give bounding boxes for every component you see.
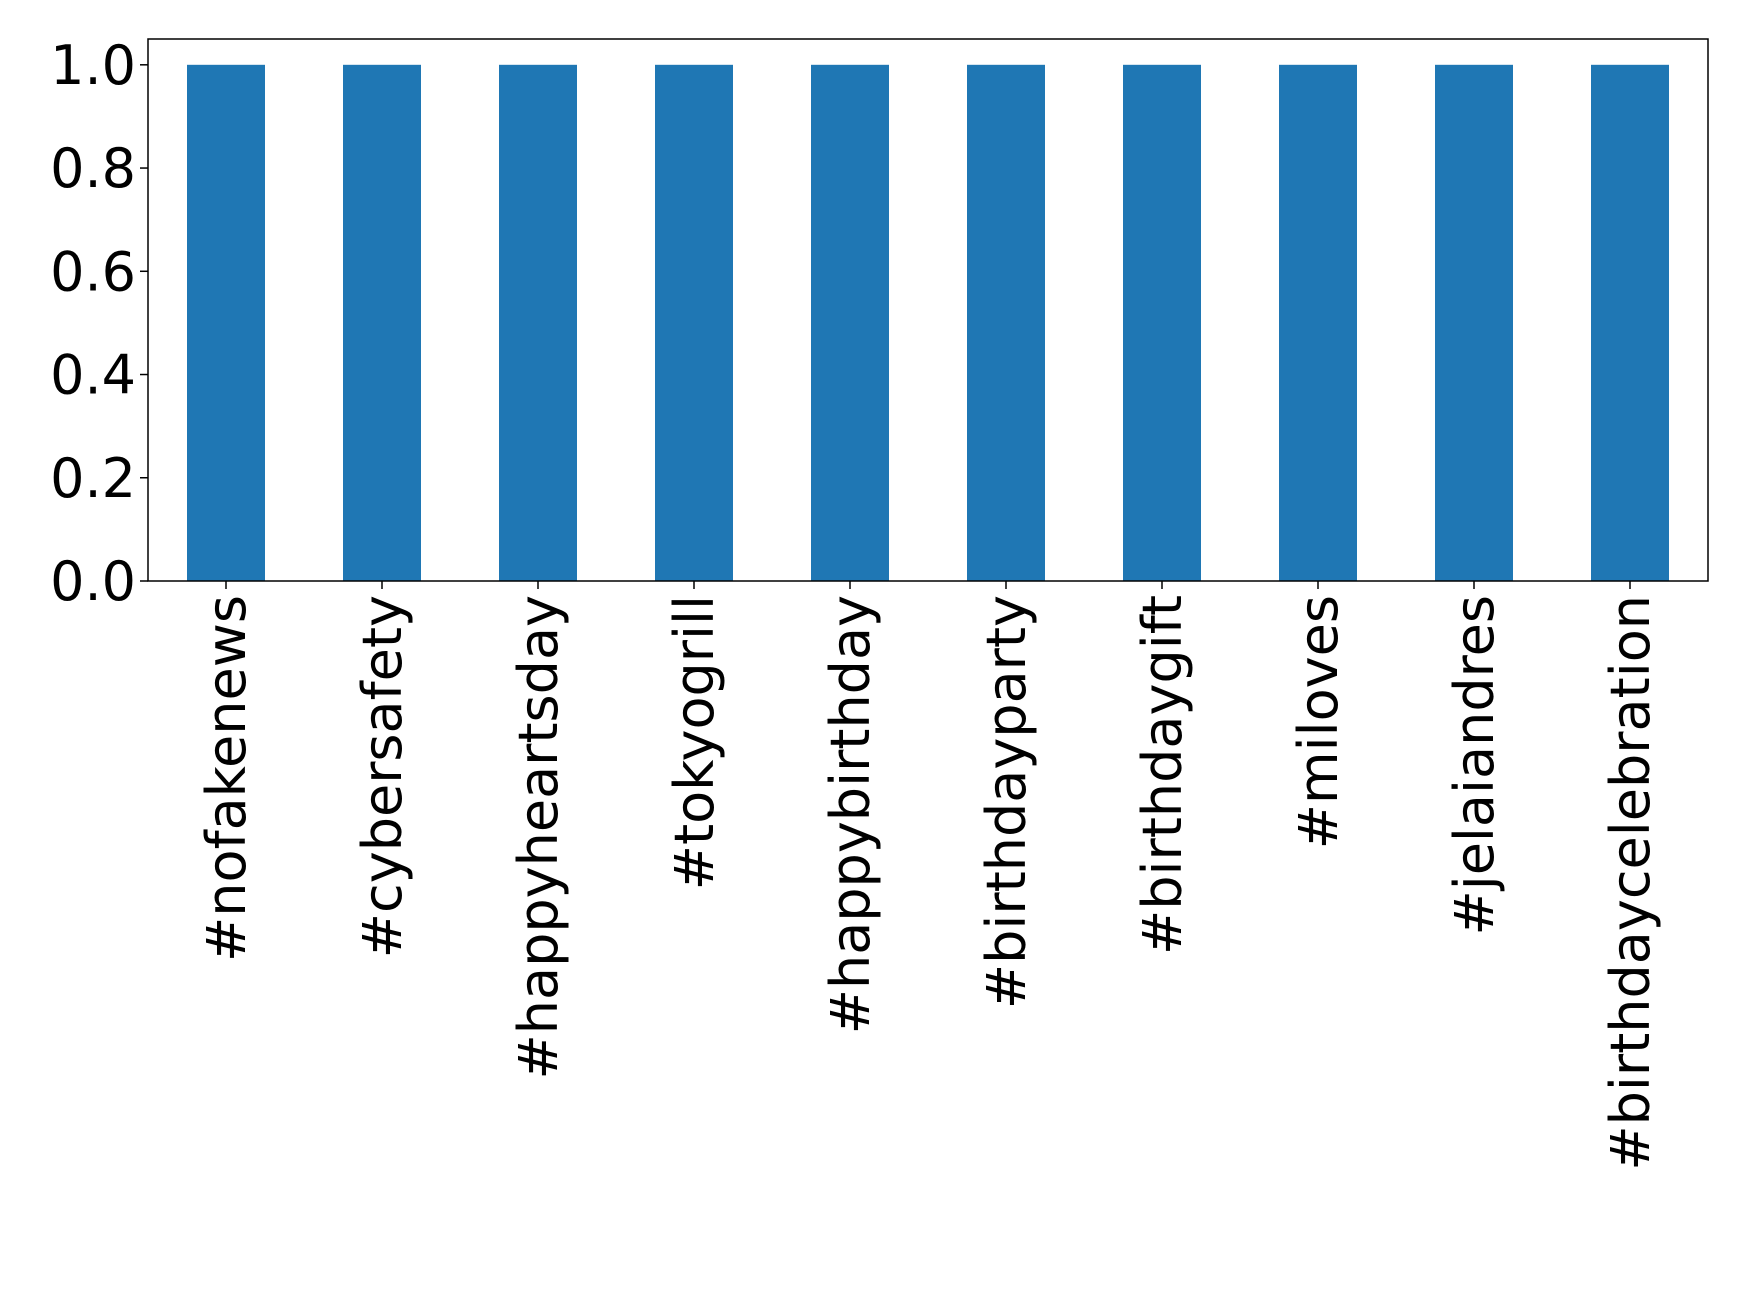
x-tick-label: #jelaiandres <box>1443 595 1506 936</box>
x-tick-label: #nofakenews <box>195 595 258 962</box>
y-tick-label: 1.0 <box>50 34 136 97</box>
bar <box>343 64 421 582</box>
x-tick-label: #miloves <box>1287 595 1350 849</box>
bar <box>1279 64 1357 582</box>
bar <box>1435 64 1513 582</box>
x-tick-label: #tokyogrill <box>663 595 726 890</box>
x-tick-label: #happybirthday <box>819 595 882 1034</box>
y-tick-label: 0.0 <box>50 550 136 613</box>
bar <box>811 64 889 582</box>
y-tick-label: 0.4 <box>50 344 136 407</box>
y-tick-label: 0.6 <box>50 240 136 303</box>
bar <box>1591 64 1669 582</box>
bar <box>1123 64 1201 582</box>
bar <box>655 64 733 582</box>
x-tick-label: #cybersafety <box>351 595 414 958</box>
bar <box>499 64 577 582</box>
bar <box>187 64 265 582</box>
x-tick-label: #birthdaygift <box>1131 595 1194 955</box>
x-tick-label: #birthdaycelebration <box>1599 595 1662 1171</box>
y-tick-label: 0.8 <box>50 137 136 200</box>
plot-frame <box>147 38 1709 582</box>
x-tick-label: #birthdayparty <box>975 595 1038 1009</box>
bar <box>967 64 1045 582</box>
x-tick-label: #happyheartsday <box>507 595 570 1079</box>
y-tick-label: 0.2 <box>50 447 136 510</box>
